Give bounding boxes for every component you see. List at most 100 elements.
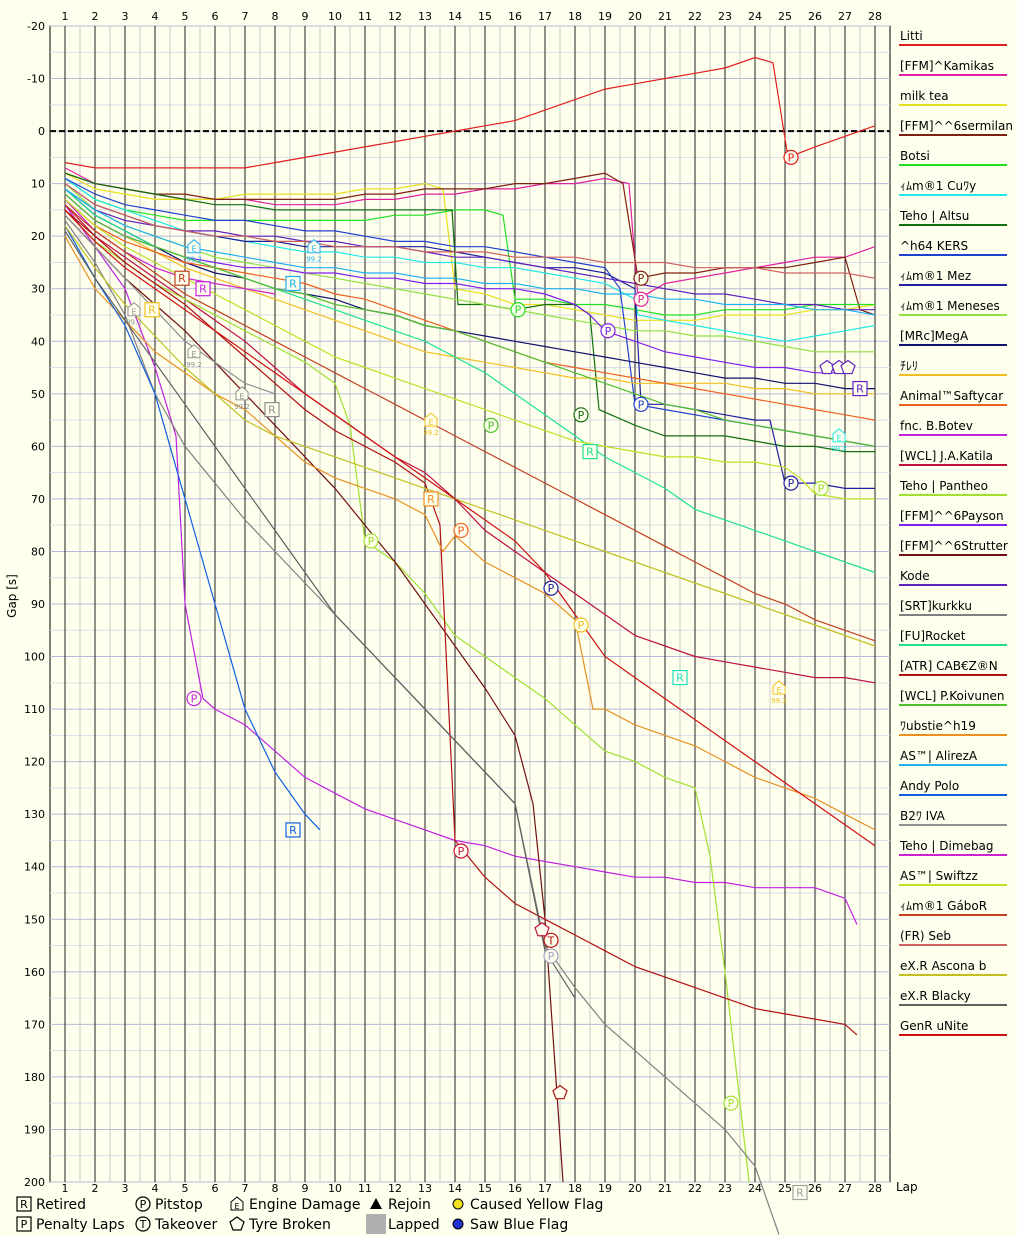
- marker-letter: R: [586, 446, 594, 459]
- x-tick-label-bottom: 7: [242, 1182, 249, 1195]
- x-tick-label-top: 20: [628, 10, 642, 23]
- event-marker: R: [852, 380, 868, 397]
- marker-box: [582, 444, 598, 460]
- key-label: Takeover: [154, 1217, 217, 1233]
- event-marker: R: [285, 822, 301, 838]
- y-tick-label: 10: [31, 178, 45, 191]
- x-tick-label-bottom: 18: [568, 1182, 582, 1195]
- key-label: Pitstop: [155, 1197, 203, 1213]
- marker-circle: [600, 323, 616, 339]
- x-tick-label-top: 6: [212, 10, 219, 23]
- marker-letter: P: [548, 950, 555, 963]
- marker-letter: P: [488, 419, 495, 432]
- series-line: [64, 230, 576, 999]
- marker-circle: [573, 617, 589, 633]
- marker-circle: [543, 932, 559, 948]
- marker-circle: [633, 270, 649, 286]
- marker-box: [285, 822, 301, 838]
- marker-box: [285, 275, 301, 292]
- legend-label: ^h64 KERS: [900, 239, 968, 253]
- marker-letter: R: [178, 272, 186, 285]
- x-tick-label-top: 11: [358, 10, 372, 23]
- marker-letter: E: [836, 434, 841, 443]
- series-line: [64, 193, 875, 395]
- series-line: [64, 204, 876, 684]
- x-tick-label-bottom: 15: [478, 1182, 492, 1195]
- x-tick-label-bottom: 27: [838, 1182, 852, 1195]
- event-marker: R: [285, 275, 301, 292]
- marker-box: [852, 380, 868, 397]
- y-tick-label: 0: [38, 125, 45, 138]
- marker-letter: E: [428, 418, 433, 427]
- marker-house: [187, 344, 201, 359]
- x-tick-label-top: 2: [92, 10, 99, 23]
- legend-label: Teho | Pantheo: [899, 479, 988, 493]
- series-legend: Litti [FFM]^Kamikas milk tea [FFM]^^6sermil…: [899, 29, 1013, 1036]
- marker-box: [264, 401, 280, 418]
- event-marker: P: [783, 149, 799, 165]
- y-tick-label: -10: [27, 73, 45, 86]
- key-item: Saw Blue Flag: [452, 1217, 568, 1233]
- x-tick-label-bottom: 20: [628, 1182, 642, 1195]
- marker-house: [187, 239, 201, 254]
- x-tick-label-top: 7: [242, 10, 249, 23]
- key-item: E Engine Damage: [230, 1196, 361, 1213]
- event-marker: P: [573, 617, 589, 633]
- marker-letter: P: [638, 272, 645, 285]
- x-tick-label-top: 23: [718, 10, 732, 23]
- legend-label: [WCL] P.Koivunen: [900, 689, 1005, 703]
- event-marker: E 99.2: [186, 344, 202, 369]
- marker-letter: R: [268, 404, 276, 417]
- marker-pentagon: [552, 1084, 568, 1100]
- x-tick-label-bottom: 6: [212, 1182, 219, 1195]
- x-tick-label-bottom: 16: [508, 1182, 522, 1195]
- key-pentagon: [229, 1216, 245, 1231]
- event-marker: [534, 922, 550, 937]
- x-tick-label-bottom: 5: [182, 1182, 189, 1195]
- legend-label: Teho | Dimebag: [899, 839, 994, 853]
- series-line: [64, 225, 321, 831]
- event-marker: R: [264, 401, 280, 418]
- marker-letter: E: [191, 350, 196, 359]
- event-marker: R: [195, 281, 211, 297]
- key-label: Saw Blue Flag: [470, 1217, 568, 1233]
- marker-box: [195, 281, 211, 297]
- marker-letter: R: [676, 672, 684, 685]
- x-axis-label: Lap: [896, 1180, 918, 1194]
- x-tick-label-top: 26: [808, 10, 822, 23]
- x-tick-label-top: 4: [152, 10, 159, 23]
- event-marker: R: [672, 669, 688, 686]
- y-tick-label: 130: [24, 808, 45, 821]
- marker-letter: P: [548, 582, 555, 595]
- y-tick-label: 90: [31, 598, 45, 611]
- marker-circle: [633, 291, 649, 307]
- y-tick-label: 150: [24, 913, 45, 926]
- engine-damage-value: 99.2: [306, 256, 322, 264]
- series-line: [64, 209, 876, 847]
- legend-label: AS™| Swiftzz: [900, 869, 978, 883]
- key-letter: T: [139, 1218, 147, 1231]
- x-tick-label-top: 8: [272, 10, 279, 23]
- y-axis-label: Gap [s]: [5, 574, 19, 618]
- event-marker: P: [573, 407, 589, 423]
- marker-house: [307, 239, 321, 254]
- marker-circle: [543, 948, 559, 964]
- x-tick-label-top: 15: [478, 10, 492, 23]
- event-marker: P: [186, 690, 202, 707]
- key-letter: P: [140, 1198, 147, 1211]
- x-tick-label-top: 1: [62, 10, 69, 23]
- marker-letter: P: [605, 325, 612, 338]
- series-line: [64, 188, 875, 311]
- legend-label: ｨﾑm®1 Cuﾜy: [900, 179, 976, 193]
- y-tick-label: 30: [31, 283, 45, 296]
- key-dot: [452, 1218, 464, 1230]
- legend-label: [SRT]kurkku: [900, 599, 972, 613]
- marker-box: [672, 669, 688, 686]
- series-line: [64, 188, 875, 390]
- legend-label: ｨﾑm®1 Meneses: [900, 299, 1000, 313]
- x-tick-label-bottom: 2: [92, 1182, 99, 1195]
- marker-letter: R: [289, 277, 297, 290]
- event-marker: P: [453, 843, 469, 859]
